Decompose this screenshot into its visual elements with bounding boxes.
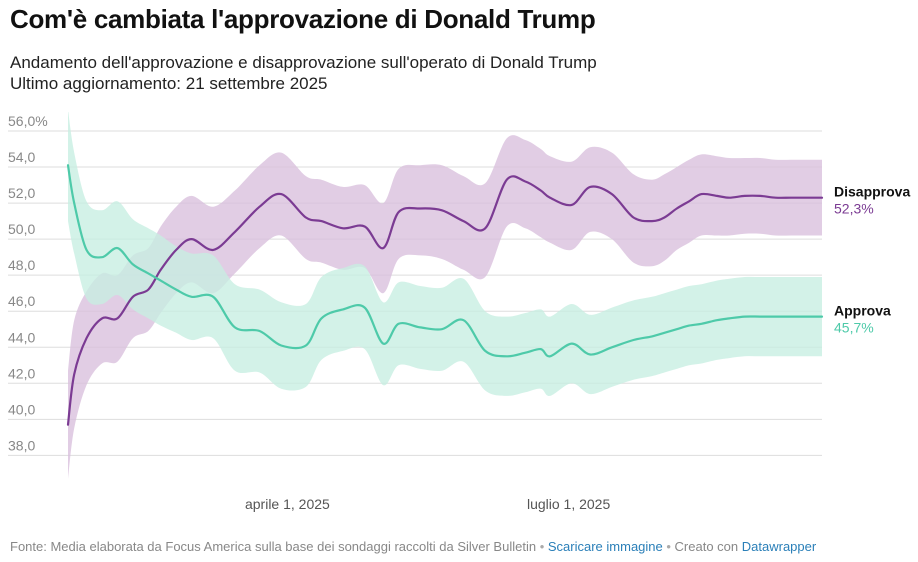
approve-range-band [68,109,822,396]
x-tick-label: luglio 1, 2025 [527,496,611,512]
separator-dot: • [539,539,548,554]
approve-series-label: Approva [834,303,891,319]
disapprove-range-band [68,135,822,479]
disapprove-last-value: 52,3% [834,201,874,217]
y-tick-label: 50,0 [8,221,35,237]
chart-subtitle: Andamento dell'approvazione e disapprova… [10,52,597,94]
y-tick-label: 46,0 [8,293,35,309]
footer: Fonte: Media elaborata da Focus America … [10,539,816,554]
separator-dot: • [666,539,675,554]
y-tick-label: 56,0% [8,113,48,129]
y-tick-label: 42,0 [8,365,35,381]
y-tick-label: 38,0 [8,437,35,453]
y-tick-label: 40,0 [8,401,35,417]
disapprove-series-label: Disapprova [834,184,910,200]
approve-line [66,164,824,358]
download-image-link[interactable]: Scaricare immagine [547,539,663,554]
y-tick-label: 44,0 [8,329,35,345]
source-note: Fonte: Media elaborata da Focus America … [10,539,537,554]
y-tick-label: 54,0 [8,149,35,165]
y-tick-label: 48,0 [8,257,35,273]
approval-chart: 38,0 40,0 42,0 44,0 46,0 48,0 50,0 52,0 54,0 56,0… [8,109,910,512]
disapprove-line [66,175,824,426]
datawrapper-link[interactable]: Datawrapper [741,539,817,554]
last-update-note: Ultimo aggiornamento: 21 settembre 2025 [10,74,328,93]
created-with-label: Creato con [674,539,739,554]
x-tick-label: aprile 1, 2025 [245,496,330,512]
y-tick-label: 52,0 [8,185,35,201]
chart-title: Com'è cambiata l'approvazione di Donald … [10,4,596,34]
approve-last-value: 45,7% [834,320,874,336]
chart-area: 38,0 40,0 42,0 44,0 46,0 48,0 50,0 52,0 54,0 56,0… [0,109,918,522]
subtitle-description: Andamento dell'approvazione e disapprova… [10,53,597,72]
